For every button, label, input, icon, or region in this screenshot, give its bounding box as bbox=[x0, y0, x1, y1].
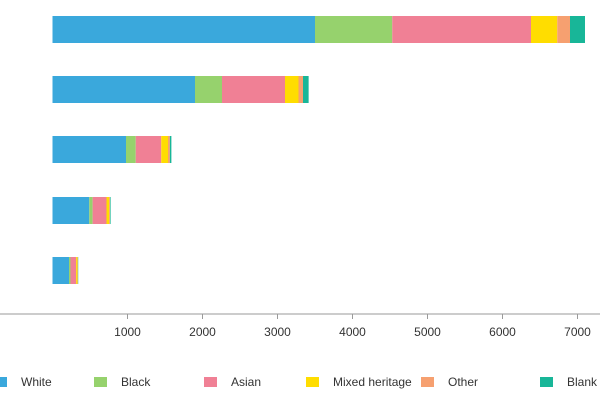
legend-item-other: Other bbox=[421, 375, 478, 389]
bar-segment-mixed-heritage bbox=[76, 257, 77, 284]
legend-swatch bbox=[540, 377, 553, 387]
x-tick-label: 7000 bbox=[564, 325, 591, 339]
bar-segment-asian bbox=[222, 76, 285, 103]
bar-segment-black bbox=[195, 76, 222, 103]
bar-segment-white bbox=[53, 197, 90, 224]
bar-segment-mixed-heritage bbox=[161, 136, 168, 163]
legend-label: Asian bbox=[231, 375, 261, 389]
x-axis: 1000 2000 3000 4000 5000 6000 7000 bbox=[0, 314, 600, 339]
legend-label: White bbox=[21, 375, 52, 389]
bar-segment-black bbox=[126, 136, 136, 163]
bar-segment-black bbox=[69, 257, 71, 284]
bars-layer bbox=[53, 16, 586, 284]
bar-segment-asian bbox=[392, 16, 531, 43]
bar-segment-blank bbox=[110, 197, 111, 224]
legend-item-mixed-heritage: Mixed heritage bbox=[306, 375, 412, 389]
bar-segment-asian bbox=[136, 136, 162, 163]
bar-segment-blank bbox=[570, 16, 585, 43]
x-tick-label: 6000 bbox=[489, 325, 516, 339]
legend-swatch bbox=[0, 377, 7, 387]
bar-segment-other bbox=[168, 136, 170, 163]
bar-segment-blank bbox=[170, 136, 172, 163]
x-tick-label: 5000 bbox=[414, 325, 441, 339]
bar-segment-mixed-heritage bbox=[285, 76, 299, 103]
bar-segment-asian bbox=[71, 257, 77, 284]
legend-label: Other bbox=[448, 375, 478, 389]
legend-item-blank: Blank bbox=[540, 375, 598, 389]
legend-item-white: White bbox=[0, 375, 52, 389]
bar-segment-black bbox=[89, 197, 92, 224]
legend-swatch bbox=[94, 377, 107, 387]
x-tick-label: 3000 bbox=[264, 325, 291, 339]
legend-swatch bbox=[421, 377, 434, 387]
legend-item-asian: Asian bbox=[204, 375, 261, 389]
bar-segment-other bbox=[109, 197, 110, 224]
bar-row-5 bbox=[53, 257, 79, 284]
legend-swatch bbox=[306, 377, 319, 387]
bar-segment-blank bbox=[303, 76, 309, 103]
x-tick-label: 4000 bbox=[339, 325, 366, 339]
bar-segment-mixed-heritage bbox=[107, 197, 110, 224]
bar-segment-asian bbox=[93, 197, 107, 224]
bar-row-2 bbox=[53, 76, 309, 103]
legend: White Black Asian Mixed heritage Other Blank bbox=[0, 375, 598, 389]
legend-swatch bbox=[204, 377, 217, 387]
legend-label: Mixed heritage bbox=[333, 375, 412, 389]
bar-segment-white bbox=[53, 136, 127, 163]
x-tick-label: 2000 bbox=[189, 325, 216, 339]
bar-segment-other bbox=[557, 16, 570, 43]
bar-row-1 bbox=[53, 16, 586, 43]
bar-row-4 bbox=[53, 197, 111, 224]
legend-item-black: Black bbox=[94, 375, 151, 389]
legend-label: Blank bbox=[567, 375, 598, 389]
bar-segment-other bbox=[299, 76, 304, 103]
bar-row-3 bbox=[53, 136, 172, 163]
bar-segment-white bbox=[53, 257, 70, 284]
x-tick-label: 1000 bbox=[114, 325, 141, 339]
bar-segment-black bbox=[315, 16, 392, 43]
legend-label: Black bbox=[121, 375, 151, 389]
bar-segment-white bbox=[53, 76, 196, 103]
bar-segment-white bbox=[53, 16, 316, 43]
bar-segment-mixed-heritage bbox=[531, 16, 557, 43]
